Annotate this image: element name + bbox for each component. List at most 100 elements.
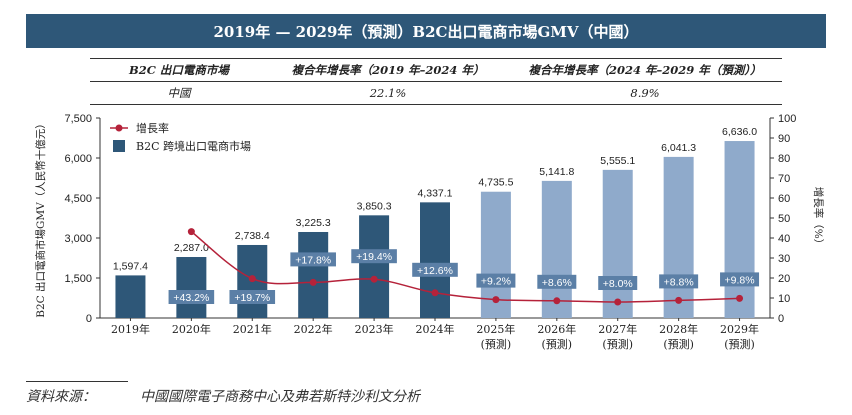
x-tick-label: 2022年 [294,322,333,336]
bar-value-label: 4,337.1 [417,187,452,199]
y-tick-label: 4,500 [64,193,92,205]
x-tick-label: 2020年 [172,322,211,336]
y2-tick-label: 20 [778,273,790,285]
bar-value-label: 3,850.3 [357,200,392,212]
growth-rate-label-box [598,276,638,290]
bar-value-label: 2,738.4 [235,230,270,242]
y2-tick-label: 40 [778,233,790,245]
y2-tick-label: 80 [778,153,790,165]
growth-rate-label-box [412,262,458,277]
growth-rate-point [553,297,561,305]
y2-tick-label: 0 [778,313,784,325]
source-label: 資料來源： [26,389,96,405]
y-tick-label: 1,500 [64,273,92,285]
growth-rate-point [736,294,744,302]
y2-axis-title: 增長率（%） [812,187,825,249]
growth-rate-point [187,228,195,236]
growth-rate-label: +9.8% [725,274,755,286]
x-tick-sublabel: (預測) [481,337,512,351]
y-axis-title: B2C 出口電商市場GMV（人民幣十億元） [34,118,47,318]
growth-rate-label: +17.8% [295,254,331,266]
y2-tick-label: 50 [778,213,790,225]
growth-rate-label: +43.2% [173,292,209,304]
growth-rate-line [190,231,740,303]
legend-line-marker [115,124,123,132]
growth-rate-label: +8.6% [542,277,572,289]
legend-line-label: 增長率 [136,121,169,135]
cagr-table: B2C 出口電商市場 複合年增長率（2019 年–2024 年） 複合年增長率（… [90,58,782,105]
source-text: 中國國際電子商務中心及弗若斯特沙利文分析 [140,389,420,405]
bar [420,202,450,318]
x-tick-label: 2025年 [476,322,515,336]
growth-rate-label-box [720,272,760,287]
x-tick-label: 2019年 [111,322,150,336]
source-note: 資料來源： 中國國際電子商務中心及弗若斯特沙利文分析 [26,386,420,406]
bar-value-label: 1,597.4 [113,260,148,272]
cagr-table-header: B2C 出口電商市場 複合年增長率（2019 年–2024 年） 複合年增長率（… [90,58,782,82]
bar-value-label: 5,555.1 [600,155,635,167]
bar [359,215,390,318]
y2-tick-label: 70 [778,173,790,185]
chart-title: 2019年 — 2029年（預測）B2C出口電商市場GMV（中國） [26,14,826,48]
x-tick-label: 2023年 [355,322,394,336]
growth-rate-label-box [290,252,336,267]
x-tick-sublabel: (預測) [602,337,633,351]
growth-rate-point [492,296,500,304]
cagr-header-market: B2C 出口電商市場 [129,63,229,77]
y-tick-label: 3,000 [64,233,92,245]
growth-rate-label: +19.7% [234,292,270,304]
y2-tick-label: 30 [778,253,790,265]
growth-rate-point [431,289,439,297]
y-tick-label: 7,500 [64,113,92,125]
growth-rate-label-box [476,273,516,288]
bar [724,141,755,318]
cagr-cell-region: 中國 [167,86,191,100]
bar-value-label: 4,735.5 [478,177,513,189]
bar-value-label: 6,636.0 [722,126,757,138]
bar-value-label: 2,287.0 [174,242,209,254]
x-tick-sublabel: (預測) [542,337,573,351]
growth-rate-label: +8.8% [664,276,694,288]
bar [176,257,207,318]
legend-bar-label: B2C 跨境出口電商市場 [136,139,251,153]
bar [663,156,694,318]
x-tick-label: 2029年 [720,322,759,336]
gmv-combo-chart: 0 1,500 3,000 4,500 6,000 7,500 0 10 20 30 40 50 60 7… [34,113,825,351]
x-tick-label: 2028年 [659,322,698,336]
cagr-cell-2024-2029: 8.9% [630,86,660,100]
growth-rate-point [248,275,256,283]
growth-rate-label: +8.0% [603,278,633,290]
legend-bar-swatch [113,140,125,152]
bar-value-label: 3,225.3 [296,217,331,229]
x-tick-label: 2024年 [416,322,455,336]
y2-tick-label: 10 [778,293,790,305]
growth-rate-label-box [659,274,699,289]
growth-rate-label-box [229,290,276,304]
y2-tick-label: 90 [778,133,790,145]
cagr-table-row: 中國 22.1% 8.9% [90,82,782,105]
cagr-header-2024-2029: 複合年增長率（2024 年–2029 年（預測）） [528,63,762,77]
bar [298,231,329,318]
source-divider [26,381,128,382]
growth-rate-label-box [351,249,397,264]
x-tick-label: 2027年 [598,322,637,336]
bar [541,180,572,318]
growth-rate-point [675,296,683,304]
growth-rate-label-box [168,290,215,304]
growth-rate-label: +9.2% [481,276,511,288]
bar [115,275,146,318]
growth-rate-point [370,275,378,283]
y-tick-label: 6,000 [64,153,92,165]
growth-rate-label: +12.6% [417,265,453,277]
cagr-cell-2019-2024: 22.1% [369,86,407,100]
x-tick-sublabel: (預測) [724,337,755,351]
x-tick-sublabel: (預測) [663,337,694,351]
growth-rate-point [614,298,622,306]
y2-tick-label: 100 [778,113,796,125]
x-tick-label: 2021年 [233,322,272,336]
y-tick-label: 0 [86,313,92,325]
growth-rate-label-box [537,274,577,289]
bar-value-label: 6,041.3 [661,142,696,154]
bar-value-label: 5,141.8 [539,166,574,178]
x-tick-label: 2026年 [537,322,576,336]
